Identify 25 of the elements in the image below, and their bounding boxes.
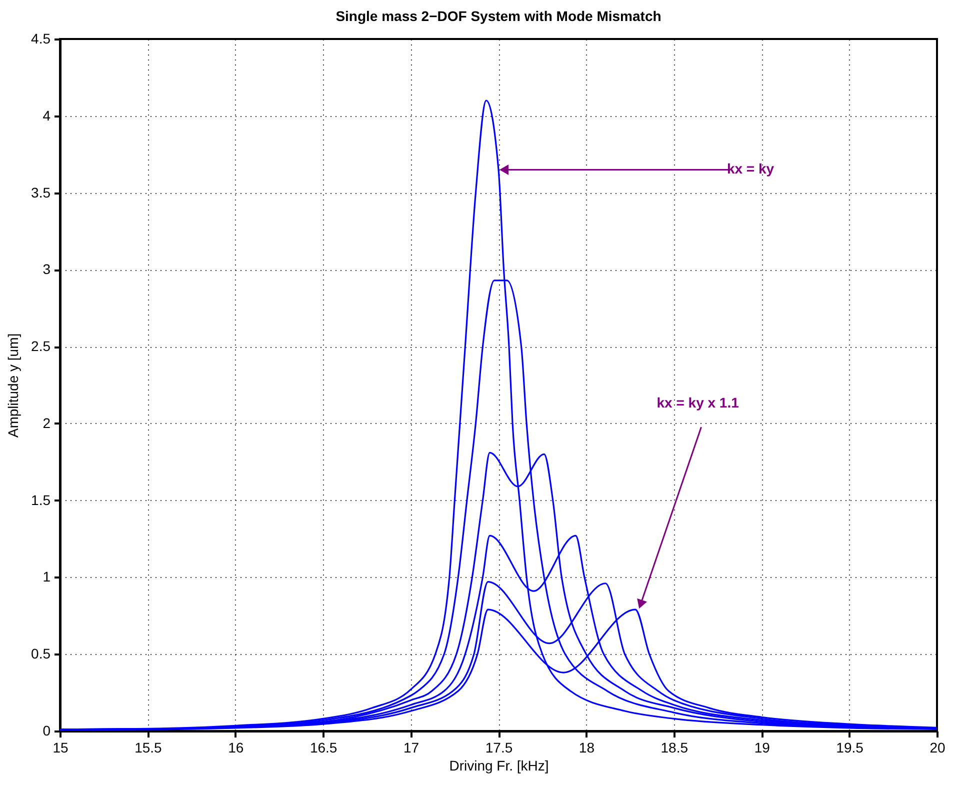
x-tick-label: 16.5 [310,740,338,756]
y-tick-label: 2.5 [31,338,51,354]
x-tick-label: 20 [930,740,946,756]
x-tick-label: 17 [404,740,420,756]
chart-title: Single mass 2−DOF System with Mode Mismatch [336,8,662,24]
y-tick-label: 1.5 [31,492,51,508]
y-axis-title: Amplitude y [um] [5,333,22,438]
x-tick-label: 19 [754,740,770,756]
x-axis-title: Driving Fr. [kHz] [449,758,549,774]
x-tick-label: 18 [578,740,595,756]
y-tick-label: 3 [42,261,51,278]
x-tick-label: 16 [228,740,244,756]
x-tick-label: 17.5 [485,740,513,756]
x-tick-label: 19.5 [836,740,864,756]
y-tick-label: 3.5 [31,184,51,200]
x-tick-label: 18.5 [660,740,688,756]
y-tick-label: 0 [42,722,51,738]
y-tick-label: 0.5 [31,646,51,662]
y-tick-label: 4.5 [31,30,51,46]
x-tick-label: 15 [52,740,68,756]
x-tick-label: 15.5 [134,740,162,756]
y-tick-label: 1 [42,568,51,585]
y-tick-label: 2 [42,414,51,431]
annotation: kx = ky x 1.1 [656,394,740,411]
y-tick-label: 4 [42,107,51,124]
